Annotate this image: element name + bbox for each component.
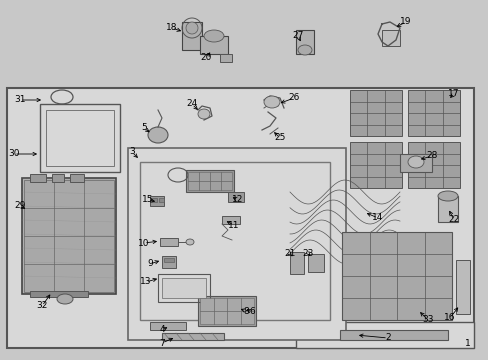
Ellipse shape	[264, 96, 280, 108]
Text: 3: 3	[129, 148, 135, 157]
Bar	[162, 333, 224, 340]
Bar	[162, 278, 205, 298]
Text: 11: 11	[228, 220, 239, 230]
Bar	[160, 238, 178, 246]
Bar	[185, 170, 234, 192]
Text: 10: 10	[138, 238, 149, 248]
Text: 31: 31	[14, 95, 26, 104]
Ellipse shape	[185, 22, 198, 34]
Bar	[222, 216, 240, 224]
Bar	[437, 196, 457, 222]
Bar	[227, 192, 244, 202]
Text: 8: 8	[243, 306, 248, 315]
Bar	[381, 30, 399, 46]
Bar	[295, 322, 473, 348]
Text: 6: 6	[248, 307, 254, 316]
Text: 27: 27	[292, 31, 303, 40]
Bar	[70, 174, 84, 182]
Text: 19: 19	[400, 18, 411, 27]
Ellipse shape	[407, 156, 423, 168]
Text: 23: 23	[302, 248, 313, 257]
Bar	[295, 30, 313, 54]
Text: 13: 13	[140, 278, 151, 287]
Bar	[198, 296, 256, 326]
Text: 30: 30	[8, 149, 20, 158]
Ellipse shape	[297, 45, 311, 55]
Text: 22: 22	[447, 216, 459, 225]
Bar	[7, 88, 473, 348]
Ellipse shape	[437, 191, 457, 201]
Text: 24: 24	[186, 99, 197, 108]
Bar	[150, 322, 185, 330]
Bar	[399, 154, 431, 172]
Bar	[30, 174, 46, 182]
Bar	[128, 148, 346, 340]
Bar	[152, 198, 157, 202]
Bar	[162, 256, 176, 268]
Text: 33: 33	[421, 315, 433, 324]
Text: 1: 1	[464, 339, 470, 348]
Text: 4: 4	[159, 325, 164, 334]
Text: 28: 28	[426, 152, 437, 161]
Text: 21: 21	[284, 249, 295, 258]
Bar	[163, 258, 174, 262]
Ellipse shape	[57, 294, 73, 304]
Text: 9: 9	[147, 260, 153, 269]
Ellipse shape	[203, 30, 224, 42]
Text: 18: 18	[166, 23, 177, 32]
Text: 17: 17	[447, 90, 459, 99]
Ellipse shape	[185, 239, 194, 245]
Text: 2: 2	[385, 333, 390, 342]
Bar	[187, 172, 231, 190]
Bar	[30, 291, 88, 297]
Text: 7: 7	[159, 338, 164, 347]
Bar	[52, 174, 64, 182]
Ellipse shape	[148, 127, 168, 143]
Text: 20: 20	[200, 54, 211, 63]
Bar	[24, 180, 114, 292]
Text: 29: 29	[14, 202, 26, 211]
Bar	[40, 104, 120, 172]
Bar	[289, 252, 304, 274]
Text: 12: 12	[232, 195, 243, 204]
Bar	[200, 298, 253, 324]
Bar	[349, 142, 401, 188]
Text: 16: 16	[443, 314, 455, 323]
Text: 32: 32	[36, 302, 48, 310]
Bar	[349, 90, 401, 136]
Bar	[220, 54, 231, 62]
Bar	[341, 232, 451, 320]
Text: 26: 26	[288, 94, 299, 103]
Text: 15: 15	[142, 195, 153, 204]
Text: 5: 5	[141, 123, 146, 132]
Bar	[407, 90, 459, 136]
Bar	[140, 162, 329, 320]
Bar	[150, 196, 163, 206]
Bar	[339, 330, 447, 340]
Ellipse shape	[198, 109, 209, 119]
Text: 25: 25	[274, 134, 285, 143]
Bar	[158, 274, 209, 302]
Bar	[455, 260, 469, 314]
Text: 14: 14	[371, 213, 383, 222]
Bar	[307, 254, 324, 272]
Bar	[182, 22, 202, 50]
Bar	[200, 36, 227, 54]
Bar	[159, 198, 163, 202]
Bar	[407, 142, 459, 188]
Bar	[46, 110, 114, 166]
Bar	[22, 178, 116, 294]
